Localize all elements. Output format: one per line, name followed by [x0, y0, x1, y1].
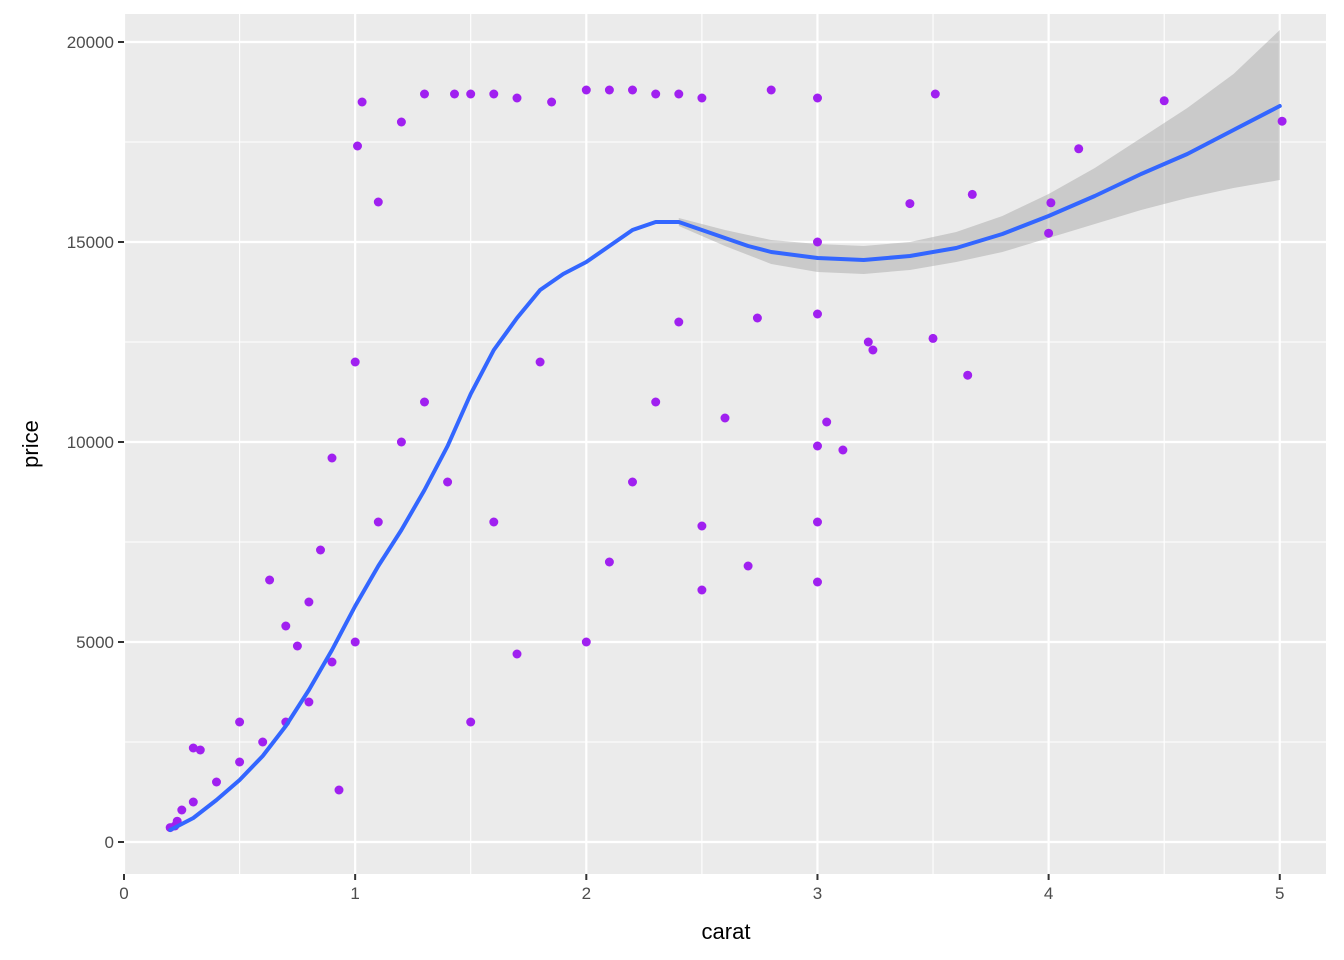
- data-point: [813, 517, 822, 527]
- data-point: [651, 397, 661, 407]
- x-tick-label: 3: [813, 884, 822, 903]
- data-point: [188, 743, 198, 753]
- x-tick-label: 1: [350, 884, 359, 903]
- data-point: [1159, 96, 1169, 106]
- data-point: [327, 657, 337, 667]
- data-point: [420, 397, 429, 407]
- data-point: [1277, 116, 1287, 126]
- data-point: [450, 89, 459, 99]
- smooth-line-path: [168, 104, 1282, 832]
- data-point: [813, 309, 822, 319]
- data-point: [512, 93, 522, 103]
- data-point: [304, 697, 314, 707]
- data-point: [766, 85, 776, 95]
- y-axis-ticks: 0 5000 10000 15000 20000: [67, 33, 124, 852]
- data-point: [905, 199, 915, 209]
- data-point: [697, 585, 707, 595]
- y-tick-label: 20000: [67, 33, 114, 52]
- data-point: [604, 557, 614, 567]
- data-point: [443, 477, 453, 487]
- data-point: [512, 649, 522, 659]
- data-point: [930, 89, 940, 99]
- x-tick-label: 0: [119, 884, 128, 903]
- confidence-band: [678, 30, 1280, 274]
- data-point: [813, 93, 822, 103]
- data-point: [373, 517, 383, 527]
- plot-panel: [124, 14, 1326, 874]
- data-point: [396, 117, 406, 127]
- data-point: [292, 641, 302, 651]
- data-point: [327, 453, 337, 463]
- data-point: [357, 97, 367, 107]
- data-point: [235, 757, 245, 767]
- data-point: [258, 737, 268, 747]
- data-point: [963, 370, 973, 380]
- data-point: [628, 85, 637, 95]
- confidence-band-area: [678, 30, 1280, 274]
- data-point: [838, 445, 848, 455]
- data-point: [822, 417, 832, 427]
- data-point: [304, 597, 314, 607]
- data-point: [868, 345, 878, 355]
- data-point: [813, 441, 822, 451]
- data-point: [604, 85, 614, 95]
- data-point: [967, 189, 977, 199]
- data-point: [188, 797, 198, 807]
- data-point: [235, 717, 245, 727]
- data-point: [353, 141, 362, 151]
- data-point: [396, 437, 406, 447]
- data-point: [743, 561, 753, 571]
- data-point: [697, 93, 707, 103]
- data-point: [581, 85, 591, 95]
- y-tick-label: 10000: [67, 433, 114, 452]
- y-tick-label: 5000: [76, 633, 114, 652]
- data-point: [373, 197, 383, 207]
- scatter-points: [165, 85, 1287, 833]
- data-point: [1044, 228, 1054, 238]
- data-point: [752, 313, 762, 323]
- grid-minor: [124, 14, 1326, 874]
- y-tick-label: 15000: [67, 233, 114, 252]
- data-point: [651, 89, 661, 99]
- data-point: [466, 717, 476, 727]
- data-point: [1074, 144, 1084, 154]
- data-point: [466, 89, 476, 99]
- x-axis-title: carat: [702, 919, 751, 944]
- data-point: [928, 333, 938, 343]
- data-point: [674, 89, 684, 99]
- x-tick-label: 5: [1275, 884, 1284, 903]
- data-point: [489, 517, 499, 527]
- grid-major: [122, 14, 1326, 874]
- x-axis-ticks: 0 1 2 3 4 5: [119, 874, 1285, 903]
- data-point: [628, 477, 637, 487]
- data-point: [281, 621, 291, 631]
- data-point: [195, 745, 205, 755]
- data-point: [265, 575, 275, 585]
- data-point: [334, 785, 344, 795]
- data-point: [674, 317, 684, 327]
- y-tick-label: 0: [105, 833, 114, 852]
- data-point: [1046, 198, 1056, 208]
- data-point: [489, 89, 499, 99]
- data-point: [350, 357, 360, 367]
- data-point: [316, 545, 325, 555]
- data-point: [697, 521, 707, 531]
- data-point: [350, 637, 360, 647]
- data-point: [177, 805, 187, 815]
- x-tick-label: 2: [582, 884, 591, 903]
- data-point: [581, 637, 591, 647]
- data-point: [420, 89, 429, 99]
- smooth-line: [168, 104, 1282, 832]
- x-tick-label: 4: [1044, 884, 1053, 903]
- data-point: [813, 237, 822, 247]
- data-point: [547, 97, 557, 107]
- data-point: [720, 413, 730, 423]
- data-point: [212, 777, 221, 787]
- data-point: [813, 577, 822, 587]
- data-point: [863, 337, 873, 347]
- data-point: [535, 357, 545, 367]
- y-axis-title: price: [18, 420, 43, 468]
